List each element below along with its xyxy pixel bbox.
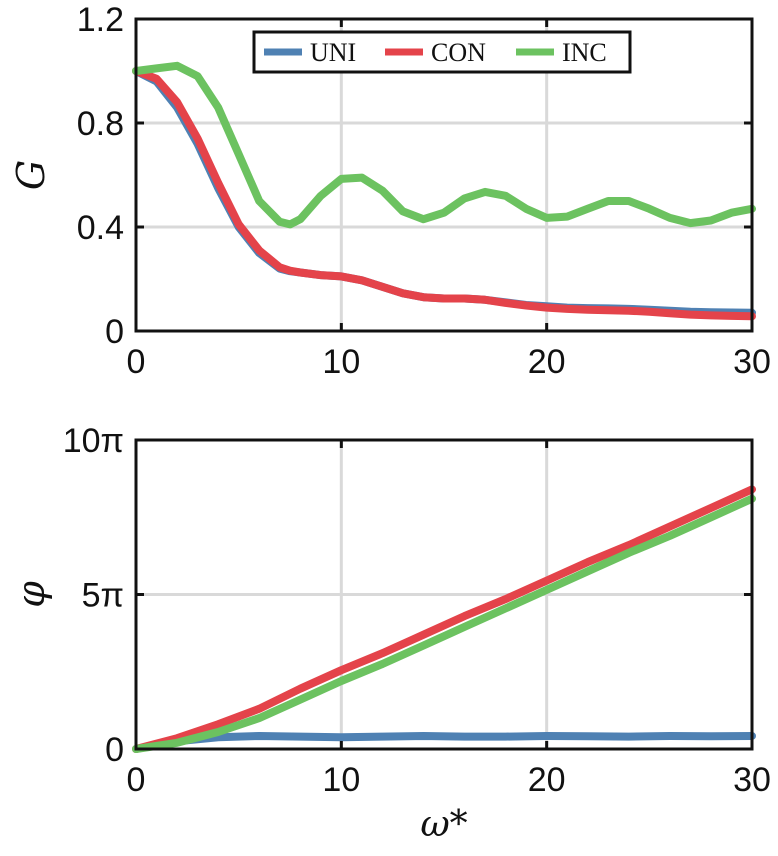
bottom-series-inc-line [132, 494, 756, 753]
top-series-con-line [132, 67, 756, 321]
bottom-y-tick-label: 10π [63, 422, 124, 460]
top-x-tick-label: 0 [127, 343, 146, 381]
top-panel-g: 0 10 20 30 0 0.4 0.8 1.2 G UNI CON INC [9, 1, 771, 381]
legend-label-con: CON [431, 38, 486, 67]
bottom-y-axis-label: φ [9, 581, 53, 608]
bottom-series-con-line [132, 485, 756, 753]
bottom-x-axis-label: ω* [420, 804, 467, 845]
bottom-x-tick-label: 0 [127, 761, 146, 799]
top-x-tick-label: 20 [528, 343, 566, 381]
bottom-y-tick-label: 5π [82, 577, 124, 615]
top-x-tick-label: 10 [322, 343, 360, 381]
top-y-tick-label: 1.2 [77, 1, 124, 39]
bottom-x-tick-label: 20 [528, 761, 566, 799]
top-y-tick-label: 0.8 [77, 105, 124, 143]
bottom-y-tick-label: 0 [105, 731, 124, 769]
bottom-x-tick-label: 10 [322, 761, 360, 799]
legend-label-inc: INC [562, 38, 607, 67]
top-y-tick-label: 0 [105, 313, 124, 351]
top-y-tick-label: 0.4 [77, 209, 124, 247]
top-x-tick-label: 30 [733, 343, 771, 381]
legend: UNI CON INC [252, 30, 632, 74]
top-series-inc-line [132, 61, 756, 229]
top-y-axis-label: G [9, 160, 53, 190]
bottom-panel-phi: 0 10 20 30 0 5π 10π φ ω* [9, 422, 771, 845]
legend-label-uni: UNI [310, 38, 356, 67]
top-series-uni-line [132, 67, 756, 317]
top-axes-box [134, 17, 754, 333]
bottom-series-uni-line [132, 732, 756, 753]
legend-box [252, 30, 632, 74]
bottom-x-tick-label: 30 [733, 761, 771, 799]
